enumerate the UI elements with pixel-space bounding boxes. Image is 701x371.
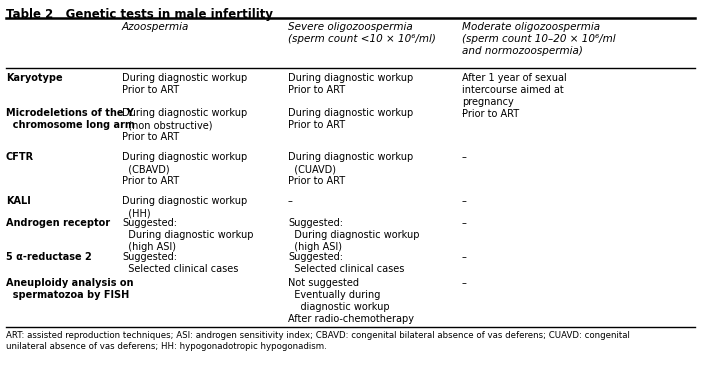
Text: –: – (462, 108, 467, 118)
Text: Microdeletions of the Y
  chromosome long arm: Microdeletions of the Y chromosome long … (6, 108, 135, 130)
Text: Aneuploidy analysis on
  spermatozoa by FISH: Aneuploidy analysis on spermatozoa by FI… (6, 278, 133, 300)
Text: –: – (462, 196, 467, 206)
Text: –: – (462, 252, 467, 262)
Text: Severe oligozoospermia
(sperm count <10 × 10⁶/ml): Severe oligozoospermia (sperm count <10 … (288, 22, 436, 44)
Text: Table 2   Genetic tests in male infertility: Table 2 Genetic tests in male infertilit… (6, 8, 273, 21)
Text: During diagnostic workup
  (non obstructive)
Prior to ART: During diagnostic workup (non obstructiv… (122, 108, 247, 142)
Text: During diagnostic workup
Prior to ART: During diagnostic workup Prior to ART (288, 73, 414, 95)
Text: –: – (462, 152, 467, 162)
Text: Suggested:
  Selected clinical cases: Suggested: Selected clinical cases (288, 252, 404, 274)
Text: Androgen receptor: Androgen receptor (6, 218, 110, 228)
Text: Suggested:
  During diagnostic workup
  (high ASI): Suggested: During diagnostic workup (hig… (122, 218, 254, 252)
Text: After 1 year of sexual
intercourse aimed at
pregnancy
Prior to ART: After 1 year of sexual intercourse aimed… (462, 73, 566, 119)
Text: Moderate oligozoospermia
(sperm count 10–20 × 10⁶/ml
and normozoospermia): Moderate oligozoospermia (sperm count 10… (462, 22, 615, 56)
Text: –: – (462, 278, 467, 288)
Text: During diagnostic workup
  (HH): During diagnostic workup (HH) (122, 196, 247, 218)
Text: –: – (462, 218, 467, 228)
Text: –: – (288, 196, 293, 206)
Text: ART: assisted reproduction techniques; ASI: androgen sensitivity index; CBAVD: c: ART: assisted reproduction techniques; A… (6, 331, 630, 351)
Text: During diagnostic workup
  (CBAVD)
Prior to ART: During diagnostic workup (CBAVD) Prior t… (122, 152, 247, 186)
Text: Azoospermia: Azoospermia (122, 22, 189, 32)
Text: Suggested:
  During diagnostic workup
  (high ASI): Suggested: During diagnostic workup (hig… (288, 218, 419, 252)
Text: During diagnostic workup
  (CUAVD)
Prior to ART: During diagnostic workup (CUAVD) Prior t… (288, 152, 414, 186)
Text: KALI: KALI (6, 196, 31, 206)
Text: During diagnostic workup
Prior to ART: During diagnostic workup Prior to ART (122, 73, 247, 95)
Text: 5 α-reductase 2: 5 α-reductase 2 (6, 252, 92, 262)
Text: Suggested:
  Selected clinical cases: Suggested: Selected clinical cases (122, 252, 238, 274)
Text: Not suggested
  Eventually during
    diagnostic workup
After radio-chemotherapy: Not suggested Eventually during diagnost… (288, 278, 414, 324)
Text: During diagnostic workup
Prior to ART: During diagnostic workup Prior to ART (288, 108, 414, 130)
Text: Karyotype: Karyotype (6, 73, 62, 83)
Text: CFTR: CFTR (6, 152, 34, 162)
